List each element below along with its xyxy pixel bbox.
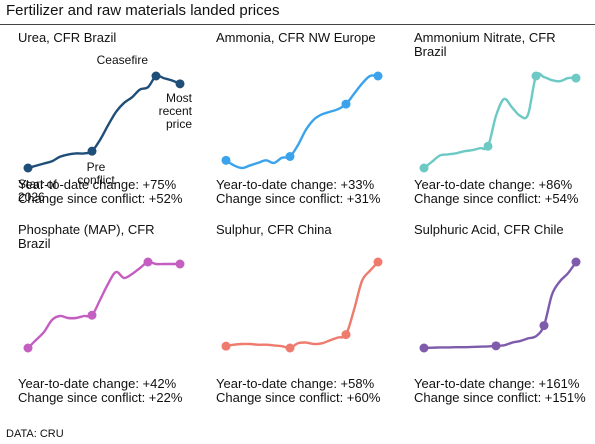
price-marker [87, 146, 97, 156]
price-line [225, 261, 379, 350]
annotation: price [165, 116, 192, 131]
price-marker [175, 259, 185, 269]
panel-note: Change since conflict: +52% [18, 191, 183, 206]
annotation: Start of [18, 177, 57, 191]
annotation: Most [165, 90, 192, 105]
price-marker [143, 257, 153, 267]
panel-note: Change since conflict: +151% [414, 390, 586, 405]
annotation: Pre [86, 160, 106, 175]
price-line [27, 74, 181, 170]
price-marker [151, 71, 161, 81]
panel-note: Year-to-date change: +75% [18, 177, 177, 192]
price-marker [483, 141, 493, 151]
source: DATA: CRU [6, 428, 64, 440]
price-marker [539, 321, 549, 331]
price-marker [285, 152, 295, 161]
price-marker [23, 343, 33, 353]
annotation: 2026 [18, 190, 45, 204]
panel-note: Change since conflict: +54% [414, 191, 579, 206]
panel-title: Sulphuric Acid, CFR Chile [414, 222, 564, 237]
panel-note: Year-to-date change: +161% [414, 376, 580, 391]
price-line [423, 72, 577, 169]
price-marker [175, 79, 185, 89]
panel-note: Year-to-date change: +58% [216, 376, 375, 391]
panel-title: Phosphate (MAP), CFR Brazil [18, 222, 155, 251]
title-rule [0, 24, 595, 25]
price-marker [285, 343, 295, 353]
panel-note: Year-to-date change: +86% [414, 177, 573, 192]
annotation: recent [158, 103, 192, 118]
panel-title: Ammonium Nitrate, CFR Brazil [414, 30, 556, 59]
price-line [27, 260, 180, 349]
price-marker [373, 257, 383, 267]
price-marker [571, 73, 581, 83]
panel-title: Ammonia, CFR NW Europe [216, 30, 376, 45]
price-marker [221, 341, 231, 351]
price-marker [341, 99, 351, 109]
page-title: Fertilizer and raw materials landed pric… [6, 2, 280, 19]
price-marker [419, 343, 429, 353]
price-line [423, 261, 577, 350]
price-marker [419, 163, 429, 173]
panel-note: Change since conflict: +60% [216, 390, 381, 405]
panel-note: Change since conflict: +22% [18, 390, 183, 405]
panel-note: Change since conflict: +31% [216, 191, 381, 206]
annotation: Ceasefire [96, 53, 148, 67]
price-line [225, 74, 379, 170]
annotation: conflict [77, 173, 115, 188]
panel-note: Year-to-date change: +42% [18, 376, 177, 391]
price-marker [491, 341, 501, 351]
panel-title: Sulphur, CFR China [216, 222, 332, 237]
price-marker [571, 257, 581, 267]
panel-note: Year-to-date change: +33% [216, 177, 375, 192]
price-marker [373, 71, 383, 81]
price-marker [23, 163, 33, 173]
price-marker [341, 330, 351, 340]
price-marker [531, 71, 541, 81]
price-marker [87, 310, 97, 320]
panel-title: Urea, CFR Brazil [18, 30, 117, 45]
price-marker [221, 155, 231, 165]
